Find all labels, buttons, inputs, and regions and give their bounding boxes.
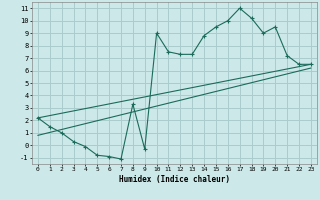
X-axis label: Humidex (Indice chaleur): Humidex (Indice chaleur) (119, 175, 230, 184)
